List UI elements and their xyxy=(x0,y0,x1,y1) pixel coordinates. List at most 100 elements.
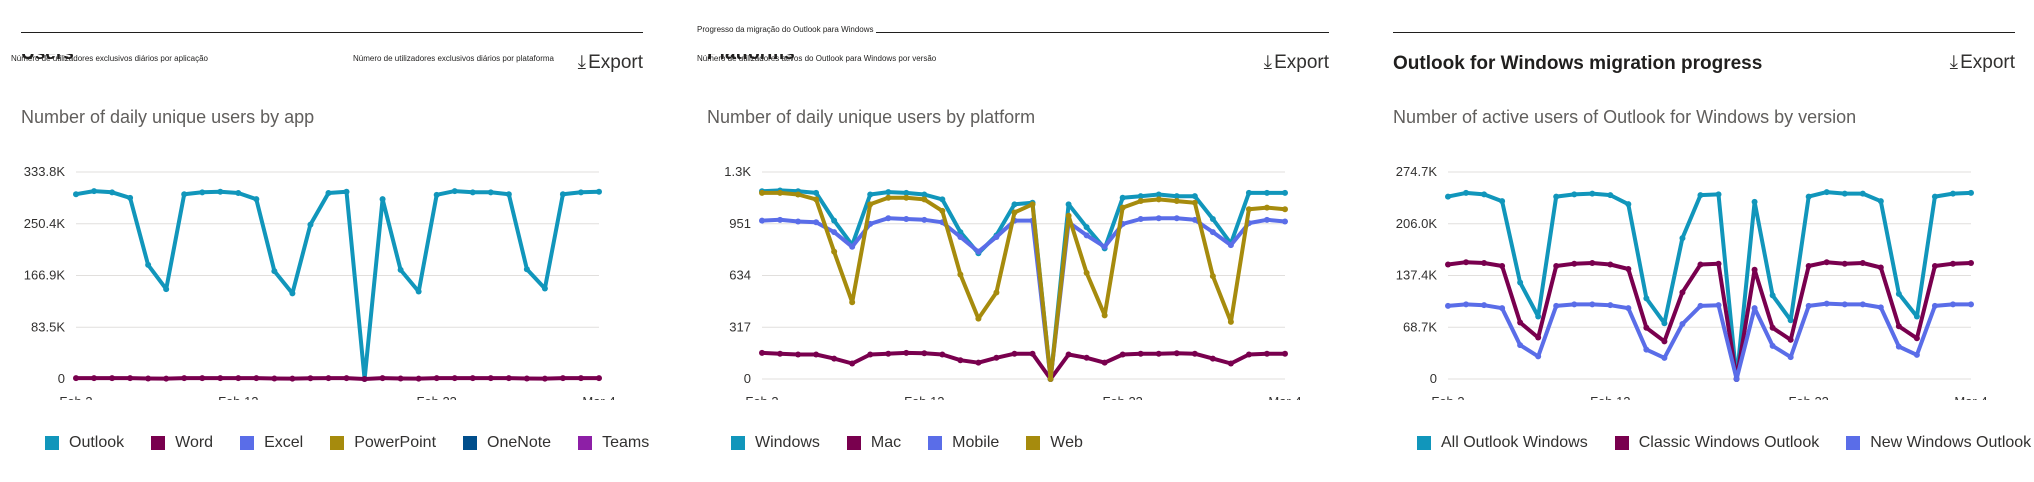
data-point[interactable] xyxy=(1805,193,1812,200)
legend-item[interactable]: Teams xyxy=(578,434,649,452)
data-point[interactable] xyxy=(109,375,116,382)
data-point[interactable] xyxy=(903,194,910,201)
data-point[interactable] xyxy=(163,375,170,382)
series-line[interactable] xyxy=(75,189,600,381)
data-point[interactable] xyxy=(1191,350,1198,357)
data-point[interactable] xyxy=(1607,261,1614,268)
data-point[interactable] xyxy=(1209,355,1216,362)
data-point[interactable] xyxy=(1643,324,1650,331)
data-point[interactable] xyxy=(885,350,892,357)
data-point[interactable] xyxy=(1282,206,1288,213)
data-point[interactable] xyxy=(993,289,1000,296)
data-point[interactable] xyxy=(1065,201,1072,208)
data-point[interactable] xyxy=(1173,350,1180,357)
data-point[interactable] xyxy=(1191,193,1198,200)
data-point[interactable] xyxy=(1589,301,1596,308)
legend-item[interactable]: Mac xyxy=(846,434,901,452)
legend-item[interactable]: Excel xyxy=(240,434,303,452)
data-point[interactable] xyxy=(1877,264,1884,271)
data-point[interactable] xyxy=(795,218,802,225)
data-point[interactable] xyxy=(73,191,79,198)
data-point[interactable] xyxy=(487,189,494,196)
data-point[interactable] xyxy=(1968,301,1974,308)
data-point[interactable] xyxy=(91,188,98,195)
data-point[interactable] xyxy=(921,216,928,223)
data-point[interactable] xyxy=(903,216,910,223)
data-point[interactable] xyxy=(1227,318,1234,325)
data-point[interactable] xyxy=(1895,343,1902,350)
data-point[interactable] xyxy=(1679,320,1686,327)
data-point[interactable] xyxy=(1697,302,1704,309)
data-point[interactable] xyxy=(289,375,296,382)
data-point[interactable] xyxy=(1209,273,1216,280)
data-point[interactable] xyxy=(831,229,838,236)
data-point[interactable] xyxy=(1841,260,1848,267)
data-point[interactable] xyxy=(1913,313,1920,320)
data-point[interactable] xyxy=(993,354,1000,361)
data-point[interactable] xyxy=(1101,243,1108,250)
data-point[interactable] xyxy=(939,351,946,358)
data-point[interactable] xyxy=(813,189,820,196)
data-point[interactable] xyxy=(1625,305,1632,312)
data-point[interactable] xyxy=(235,189,242,196)
data-point[interactable] xyxy=(957,233,964,240)
data-point[interactable] xyxy=(813,219,820,226)
data-point[interactable] xyxy=(1553,193,1560,200)
data-point[interactable] xyxy=(181,375,188,382)
data-point[interactable] xyxy=(271,268,278,275)
data-point[interactable] xyxy=(1209,229,1216,236)
data-point[interactable] xyxy=(217,188,224,195)
data-point[interactable] xyxy=(1769,342,1776,349)
data-point[interactable] xyxy=(1913,335,1920,342)
data-point[interactable] xyxy=(1661,338,1668,345)
data-point[interactable] xyxy=(1859,259,1866,266)
data-point[interactable] xyxy=(1805,302,1812,309)
data-point[interactable] xyxy=(451,375,458,382)
data-point[interactable] xyxy=(1499,262,1506,269)
data-point[interactable] xyxy=(1137,350,1144,357)
data-point[interactable] xyxy=(1949,301,1956,308)
data-point[interactable] xyxy=(1263,189,1270,196)
data-point[interactable] xyxy=(1733,376,1740,382)
data-point[interactable] xyxy=(1968,189,1974,196)
data-point[interactable] xyxy=(127,375,134,382)
data-point[interactable] xyxy=(885,194,892,201)
data-point[interactable] xyxy=(415,288,422,295)
data-point[interactable] xyxy=(127,194,134,201)
data-point[interactable] xyxy=(993,233,1000,240)
data-point[interactable] xyxy=(577,375,584,382)
data-point[interactable] xyxy=(1769,324,1776,331)
data-point[interactable] xyxy=(885,215,892,222)
data-point[interactable] xyxy=(1661,320,1668,327)
data-point[interactable] xyxy=(1679,289,1686,296)
data-point[interactable] xyxy=(1589,190,1596,197)
data-point[interactable] xyxy=(379,196,386,203)
data-point[interactable] xyxy=(1823,189,1830,196)
data-point[interactable] xyxy=(1769,292,1776,299)
data-point[interactable] xyxy=(1571,301,1578,308)
data-point[interactable] xyxy=(1481,191,1488,198)
data-point[interactable] xyxy=(487,375,494,382)
data-point[interactable] xyxy=(1499,305,1506,312)
data-point[interactable] xyxy=(1083,269,1090,276)
series-line[interactable] xyxy=(761,350,1285,381)
data-point[interactable] xyxy=(596,375,602,382)
data-point[interactable] xyxy=(1823,300,1830,307)
data-point[interactable] xyxy=(1029,350,1036,357)
data-point[interactable] xyxy=(1697,261,1704,268)
data-point[interactable] xyxy=(1751,198,1758,205)
data-point[interactable] xyxy=(867,201,874,208)
data-point[interactable] xyxy=(199,375,206,382)
data-point[interactable] xyxy=(1481,302,1488,309)
data-point[interactable] xyxy=(1011,201,1018,208)
data-point[interactable] xyxy=(867,191,874,198)
data-point[interactable] xyxy=(253,196,260,203)
data-point[interactable] xyxy=(1445,193,1451,200)
data-point[interactable] xyxy=(921,350,928,357)
data-point[interactable] xyxy=(885,189,892,196)
data-point[interactable] xyxy=(1155,215,1162,222)
data-point[interactable] xyxy=(1607,192,1614,199)
data-point[interactable] xyxy=(777,189,784,196)
data-point[interactable] xyxy=(795,351,802,358)
data-point[interactable] xyxy=(1949,190,1956,197)
